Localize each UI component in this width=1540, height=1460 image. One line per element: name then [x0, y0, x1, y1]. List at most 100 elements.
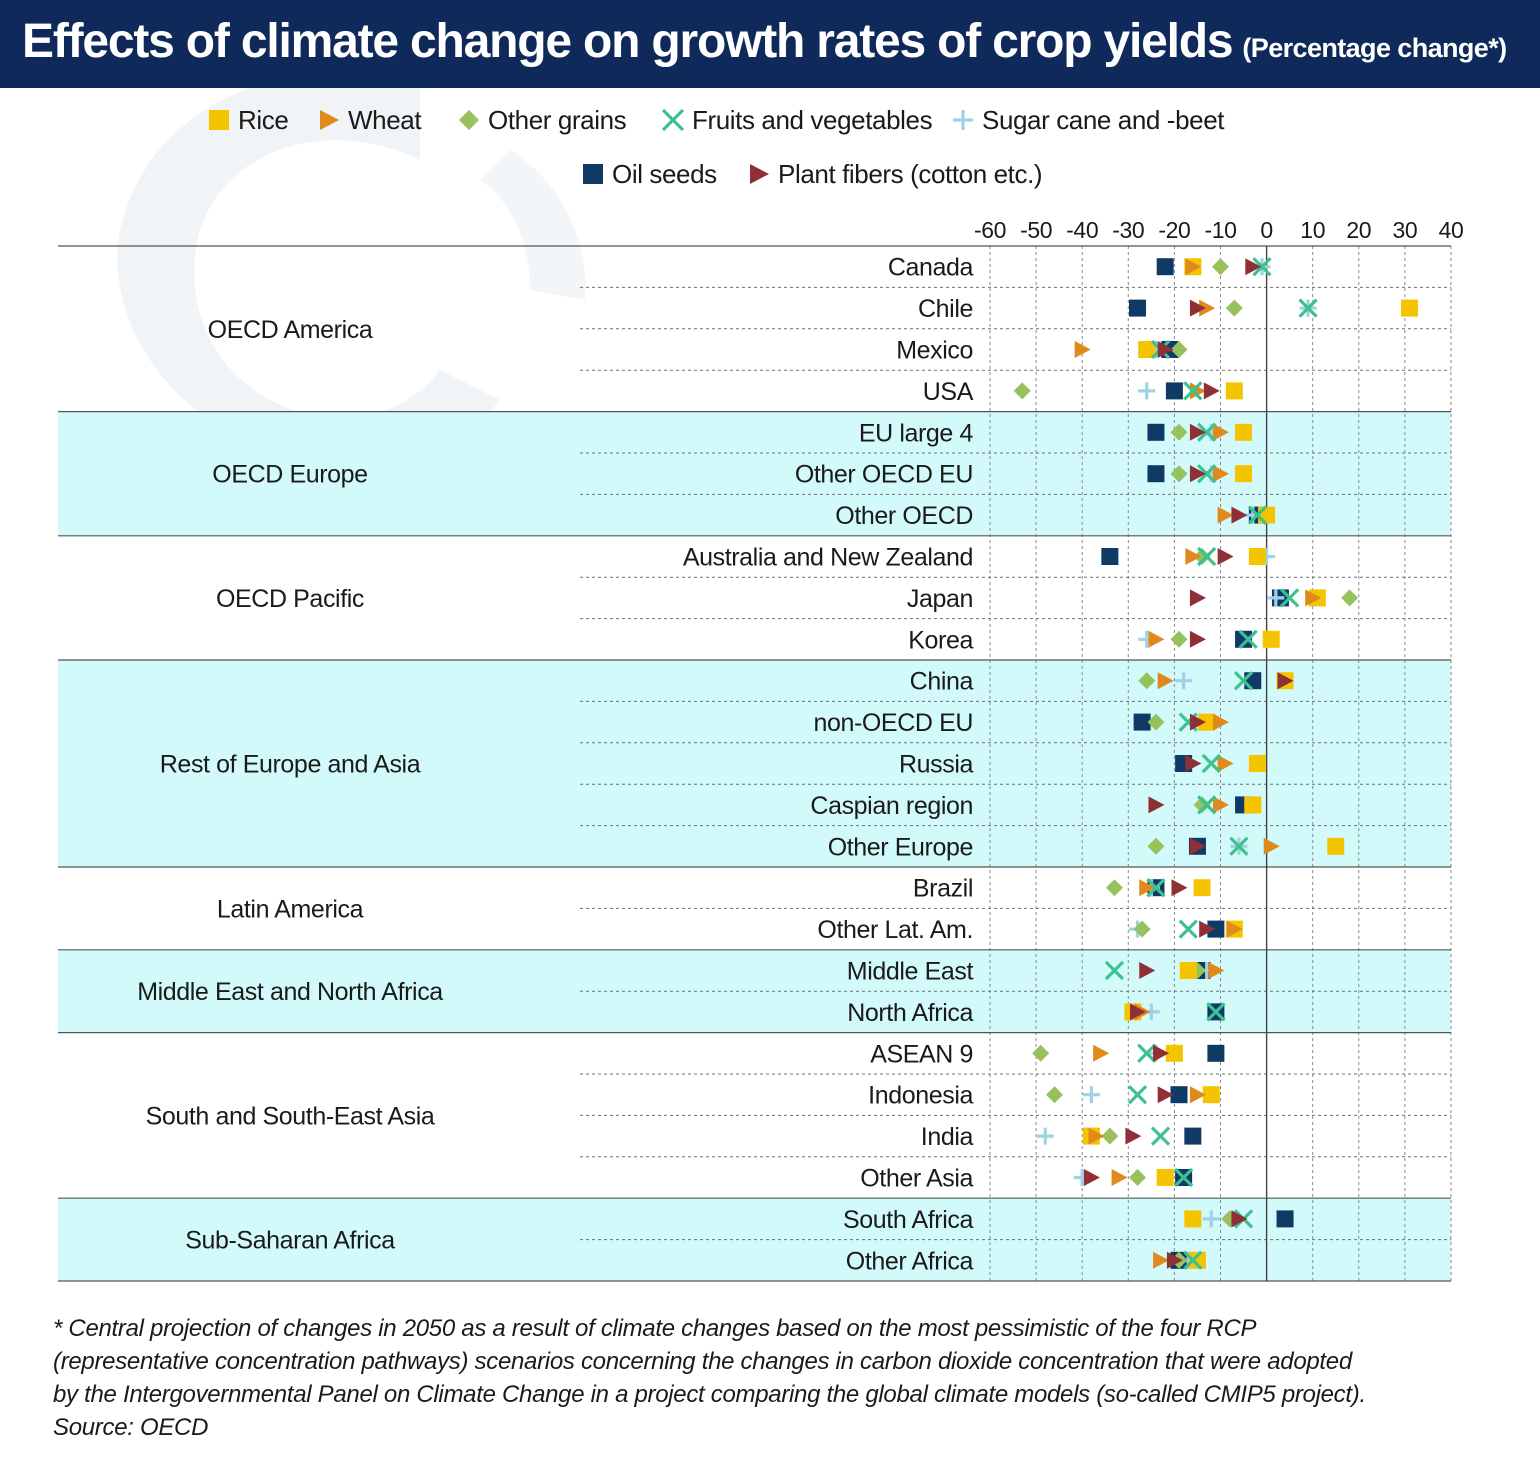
group-label: Sub-Saharan Africa — [185, 1227, 395, 1255]
marker-grains — [1129, 1169, 1147, 1186]
marker-fibers — [1189, 713, 1206, 731]
marker-grains — [1170, 341, 1188, 358]
row-label: EU large 4 — [859, 419, 974, 447]
marker-fruits — [1197, 546, 1217, 567]
legend-sugar-marker — [953, 110, 973, 130]
row-label: Other Asia — [860, 1165, 973, 1193]
marker-oil — [1156, 258, 1174, 276]
marker-fruits — [1173, 1167, 1194, 1188]
group-label: South and South-East Asia — [146, 1102, 435, 1130]
marker-rice — [1156, 1169, 1174, 1186]
marker-wheat — [1305, 589, 1322, 607]
marker-grains — [1212, 258, 1229, 276]
row-label: Caspian region — [810, 792, 973, 820]
marker-fruits — [1178, 919, 1198, 939]
legend-rice-marker — [209, 110, 229, 130]
group-label: OECD Pacific — [216, 585, 364, 613]
footnote-source: Source: OECD — [53, 1414, 209, 1441]
marker-wheat — [1148, 630, 1165, 648]
legend-fibers-label: Plant fibers (cotton etc.) — [778, 159, 1042, 189]
legend-grains-label: Other grains — [488, 105, 627, 135]
marker-fibers — [1217, 548, 1234, 565]
legend-oil-marker — [583, 164, 603, 184]
marker-wheat — [1153, 1251, 1170, 1269]
marker-sugar — [1202, 1210, 1220, 1228]
group-label: Rest of Europe and Asia — [160, 751, 421, 779]
marker-fibers — [1130, 1003, 1147, 1021]
row-label: Middle East — [847, 958, 974, 986]
x-tick-label: -50 — [1020, 217, 1052, 243]
title-text: Effects of climate change on growth rate… — [22, 15, 1234, 68]
marker-wheat — [1189, 1086, 1206, 1104]
marker-rice — [1401, 299, 1419, 317]
marker-wheat — [1213, 796, 1229, 814]
marker-fibers — [1189, 837, 1206, 855]
row-label: Other OECD — [835, 502, 973, 530]
marker-rice — [1235, 465, 1253, 483]
marker-fruits — [1127, 1085, 1148, 1105]
marker-rice — [1262, 630, 1280, 648]
footnote: * Central projection of changes in 2050 … — [53, 1312, 1503, 1444]
marker-wheat — [1226, 920, 1243, 938]
marker-fruits — [1137, 1043, 1157, 1063]
marker-grains — [1170, 423, 1188, 441]
marker-oil — [1165, 382, 1183, 400]
legend-grains-marker — [459, 110, 479, 130]
x-tick-label: -20 — [1158, 217, 1190, 243]
marker-oil — [1101, 548, 1119, 565]
group-label: Middle East and North Africa — [137, 978, 443, 1006]
marker-fibers — [1189, 423, 1206, 441]
marker-fibers — [1125, 1127, 1142, 1145]
marker-grains — [1046, 1086, 1064, 1104]
marker-wheat — [1217, 755, 1234, 772]
x-tick-label: -60 — [974, 217, 1006, 243]
marker-wheat — [1263, 837, 1280, 855]
marker-fibers — [1231, 506, 1248, 524]
marker-sugar — [1175, 672, 1193, 690]
marker-fibers — [1157, 1086, 1174, 1104]
marker-rice — [1165, 1044, 1183, 1062]
title-bar: Effects of climate change on growth rate… — [0, 0, 1540, 88]
marker-fruits — [1104, 960, 1125, 981]
marker-wheat — [1208, 962, 1225, 979]
marker-fruits — [1280, 588, 1300, 608]
marker-rice — [1193, 879, 1211, 897]
marker-grains — [1147, 837, 1165, 855]
legend-fruits-marker — [661, 108, 685, 132]
marker-wheat — [1217, 506, 1234, 524]
marker-sugar — [1036, 1127, 1054, 1145]
marker-oil — [1147, 465, 1165, 483]
group-label: Latin America — [217, 895, 364, 923]
marker-fruits — [1183, 1250, 1203, 1270]
legend-sugar-label: Sugar cane and -beet — [982, 105, 1225, 135]
row-label: Brazil — [913, 875, 973, 903]
marker-wheat — [1213, 713, 1229, 731]
marker-fruits — [1197, 795, 1217, 815]
x-tick-label: 30 — [1393, 217, 1418, 243]
legend-wheat-label: Wheat — [348, 105, 422, 135]
marker-fibers — [1083, 1169, 1100, 1186]
marker-rice — [1258, 506, 1276, 524]
marker-fibers — [1245, 258, 1262, 276]
marker-grains — [1147, 713, 1165, 731]
legend-fibers-marker — [750, 164, 769, 184]
marker-rice — [1244, 796, 1262, 814]
legend-wheat-marker — [320, 110, 339, 130]
row-label: Canada — [888, 254, 974, 282]
marker-fruits — [1247, 505, 1268, 525]
marker-rice — [1235, 423, 1253, 441]
row-label: Russia — [899, 751, 974, 779]
marker-fruits — [1146, 878, 1166, 898]
legend-fruits-label: Fruits and vegetables — [692, 105, 933, 135]
footnote-line: by the Intergovernmental Panel on Climat… — [53, 1381, 1366, 1408]
marker-grains — [1133, 920, 1151, 938]
marker-fruits — [1201, 753, 1221, 774]
marker-grains — [1193, 796, 1211, 814]
legend-oil-label: Oil seeds — [612, 159, 717, 189]
marker-fruits — [1150, 1126, 1171, 1146]
x-tick-label: -40 — [1066, 217, 1098, 243]
marker-grains — [1170, 630, 1188, 648]
marker-grains — [1013, 382, 1031, 400]
marker-fibers — [1148, 796, 1165, 814]
x-tick-label: 20 — [1346, 217, 1371, 243]
